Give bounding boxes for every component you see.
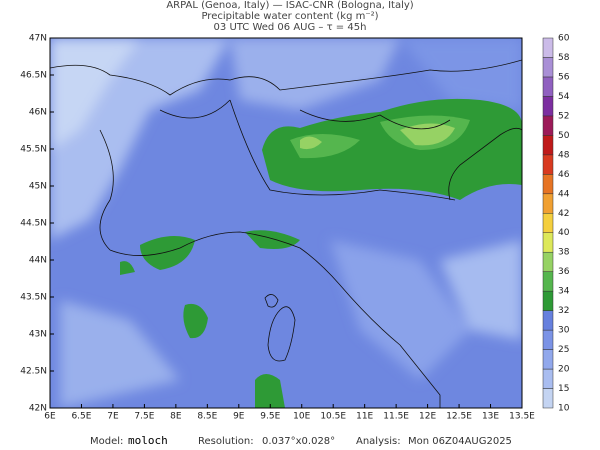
footer-label: Model: — [90, 436, 123, 447]
y-tick-label: 42N — [29, 404, 47, 414]
colorbar-box — [542, 115, 554, 136]
x-tick-label: 7.5E — [134, 412, 154, 422]
field-shading — [50, 38, 522, 408]
colorbar-label: 40 — [558, 228, 570, 238]
colorbar-box — [542, 310, 554, 331]
header-line: Precipitable water content (kg m⁻²) — [201, 11, 378, 22]
colorbar-label: 52 — [558, 111, 569, 121]
boundaries — [50, 59, 522, 408]
x-tick-label: 12E — [419, 412, 436, 422]
colorbar-box — [542, 232, 554, 253]
colorbar-box — [542, 251, 554, 272]
colorbar-box — [542, 213, 554, 233]
high-values — [120, 98, 522, 408]
footer-label: Resolution: — [198, 436, 254, 447]
x-tick-label: 8.5E — [197, 412, 217, 422]
colorbar-label: 10 — [558, 404, 570, 414]
footer-label: Analysis: — [356, 436, 401, 447]
colorbar-label: 44 — [558, 189, 570, 199]
colorbar-box — [542, 329, 554, 350]
y-tick-label: 46.5N — [20, 71, 47, 81]
header-line: 03 UTC Wed 06 AUG – τ = 45h — [214, 22, 367, 33]
colorbar-box — [542, 135, 554, 156]
colorbar-label: 46 — [558, 170, 570, 180]
x-tick-label: 6E — [44, 412, 56, 422]
y-tick-label: 44N — [29, 256, 47, 266]
y-tick-label: 45N — [29, 182, 47, 192]
colorbar-box — [542, 290, 554, 311]
x-tick-label: 13.5E — [509, 412, 535, 422]
colorbar-box — [542, 271, 554, 292]
y-tick-label: 46N — [29, 108, 47, 118]
header-line: ARPAL (Genoa, Italy) — ISAC-CNR (Bologna… — [166, 0, 413, 11]
y-tick-label: 47N — [29, 34, 47, 44]
x-tick-label: 7E — [107, 412, 119, 422]
y-tick-label: 43.5N — [20, 293, 47, 303]
colorbar-box — [542, 154, 554, 175]
footer-value: Mon 06Z04AUG2025 — [408, 436, 512, 447]
x-tick-label: 11.5E — [383, 412, 409, 422]
y-tick-label: 42.5N — [20, 367, 47, 377]
colorbar-box — [542, 368, 554, 389]
colorbar-box — [542, 37, 554, 58]
x-tick-label: 11E — [356, 412, 373, 422]
colorbar-label: 50 — [558, 131, 570, 141]
colorbar-box — [542, 349, 554, 370]
footer-value: 0.037°x0.028° — [262, 436, 335, 447]
footer-value: moloch — [128, 434, 168, 447]
y-tick-label: 45.5N — [20, 145, 47, 155]
colorbar-label: 25 — [558, 345, 569, 355]
colorbar-box — [542, 96, 554, 117]
x-tick-label: 9.5E — [260, 412, 280, 422]
colorbar-label: 15 — [558, 384, 569, 394]
y-tick-label: 44.5N — [20, 219, 47, 229]
colorbar-box — [542, 57, 554, 78]
colorbar-label: 36 — [558, 267, 570, 277]
axes: 6E 6.5E 7E 7.5E 8E 8.5E 9E 9.5E 10E 10.5E 11E 11.5E… — [20, 34, 535, 422]
colorbar-label: 38 — [558, 248, 570, 258]
colorbar-box — [542, 76, 554, 97]
colorbar-label: 48 — [558, 150, 570, 160]
colorbar-box — [542, 388, 554, 409]
colorbar-label: 58 — [558, 53, 570, 63]
x-tick-label: 12.5E — [446, 412, 472, 422]
colorbar-box — [542, 193, 554, 214]
x-tick-label: 10E — [293, 412, 310, 422]
colorbar-label: 32 — [558, 306, 569, 316]
colorbar-label: 60 — [558, 34, 570, 44]
colorbar-label: 54 — [558, 92, 570, 102]
colorbar-box — [542, 174, 554, 195]
colorbar-label: 56 — [558, 72, 570, 82]
map-field — [50, 38, 522, 408]
colorbar-label: 34 — [558, 287, 570, 297]
x-tick-label: 9E — [233, 412, 245, 422]
colorbar-label: 30 — [558, 326, 570, 336]
x-tick-label: 13E — [482, 412, 499, 422]
colorbar: 10 15 20 25 30 32 34 36 38 40 42 44 46 48 50 52 54 56 58 60 — [542, 34, 570, 414]
colorbar-label: 20 — [558, 365, 570, 375]
x-tick-label: 10.5E — [320, 412, 346, 422]
x-tick-label: 6.5E — [71, 412, 91, 422]
y-tick-label: 43N — [29, 330, 47, 340]
x-tick-label: 8E — [170, 412, 182, 422]
colorbar-label: 42 — [558, 209, 569, 219]
